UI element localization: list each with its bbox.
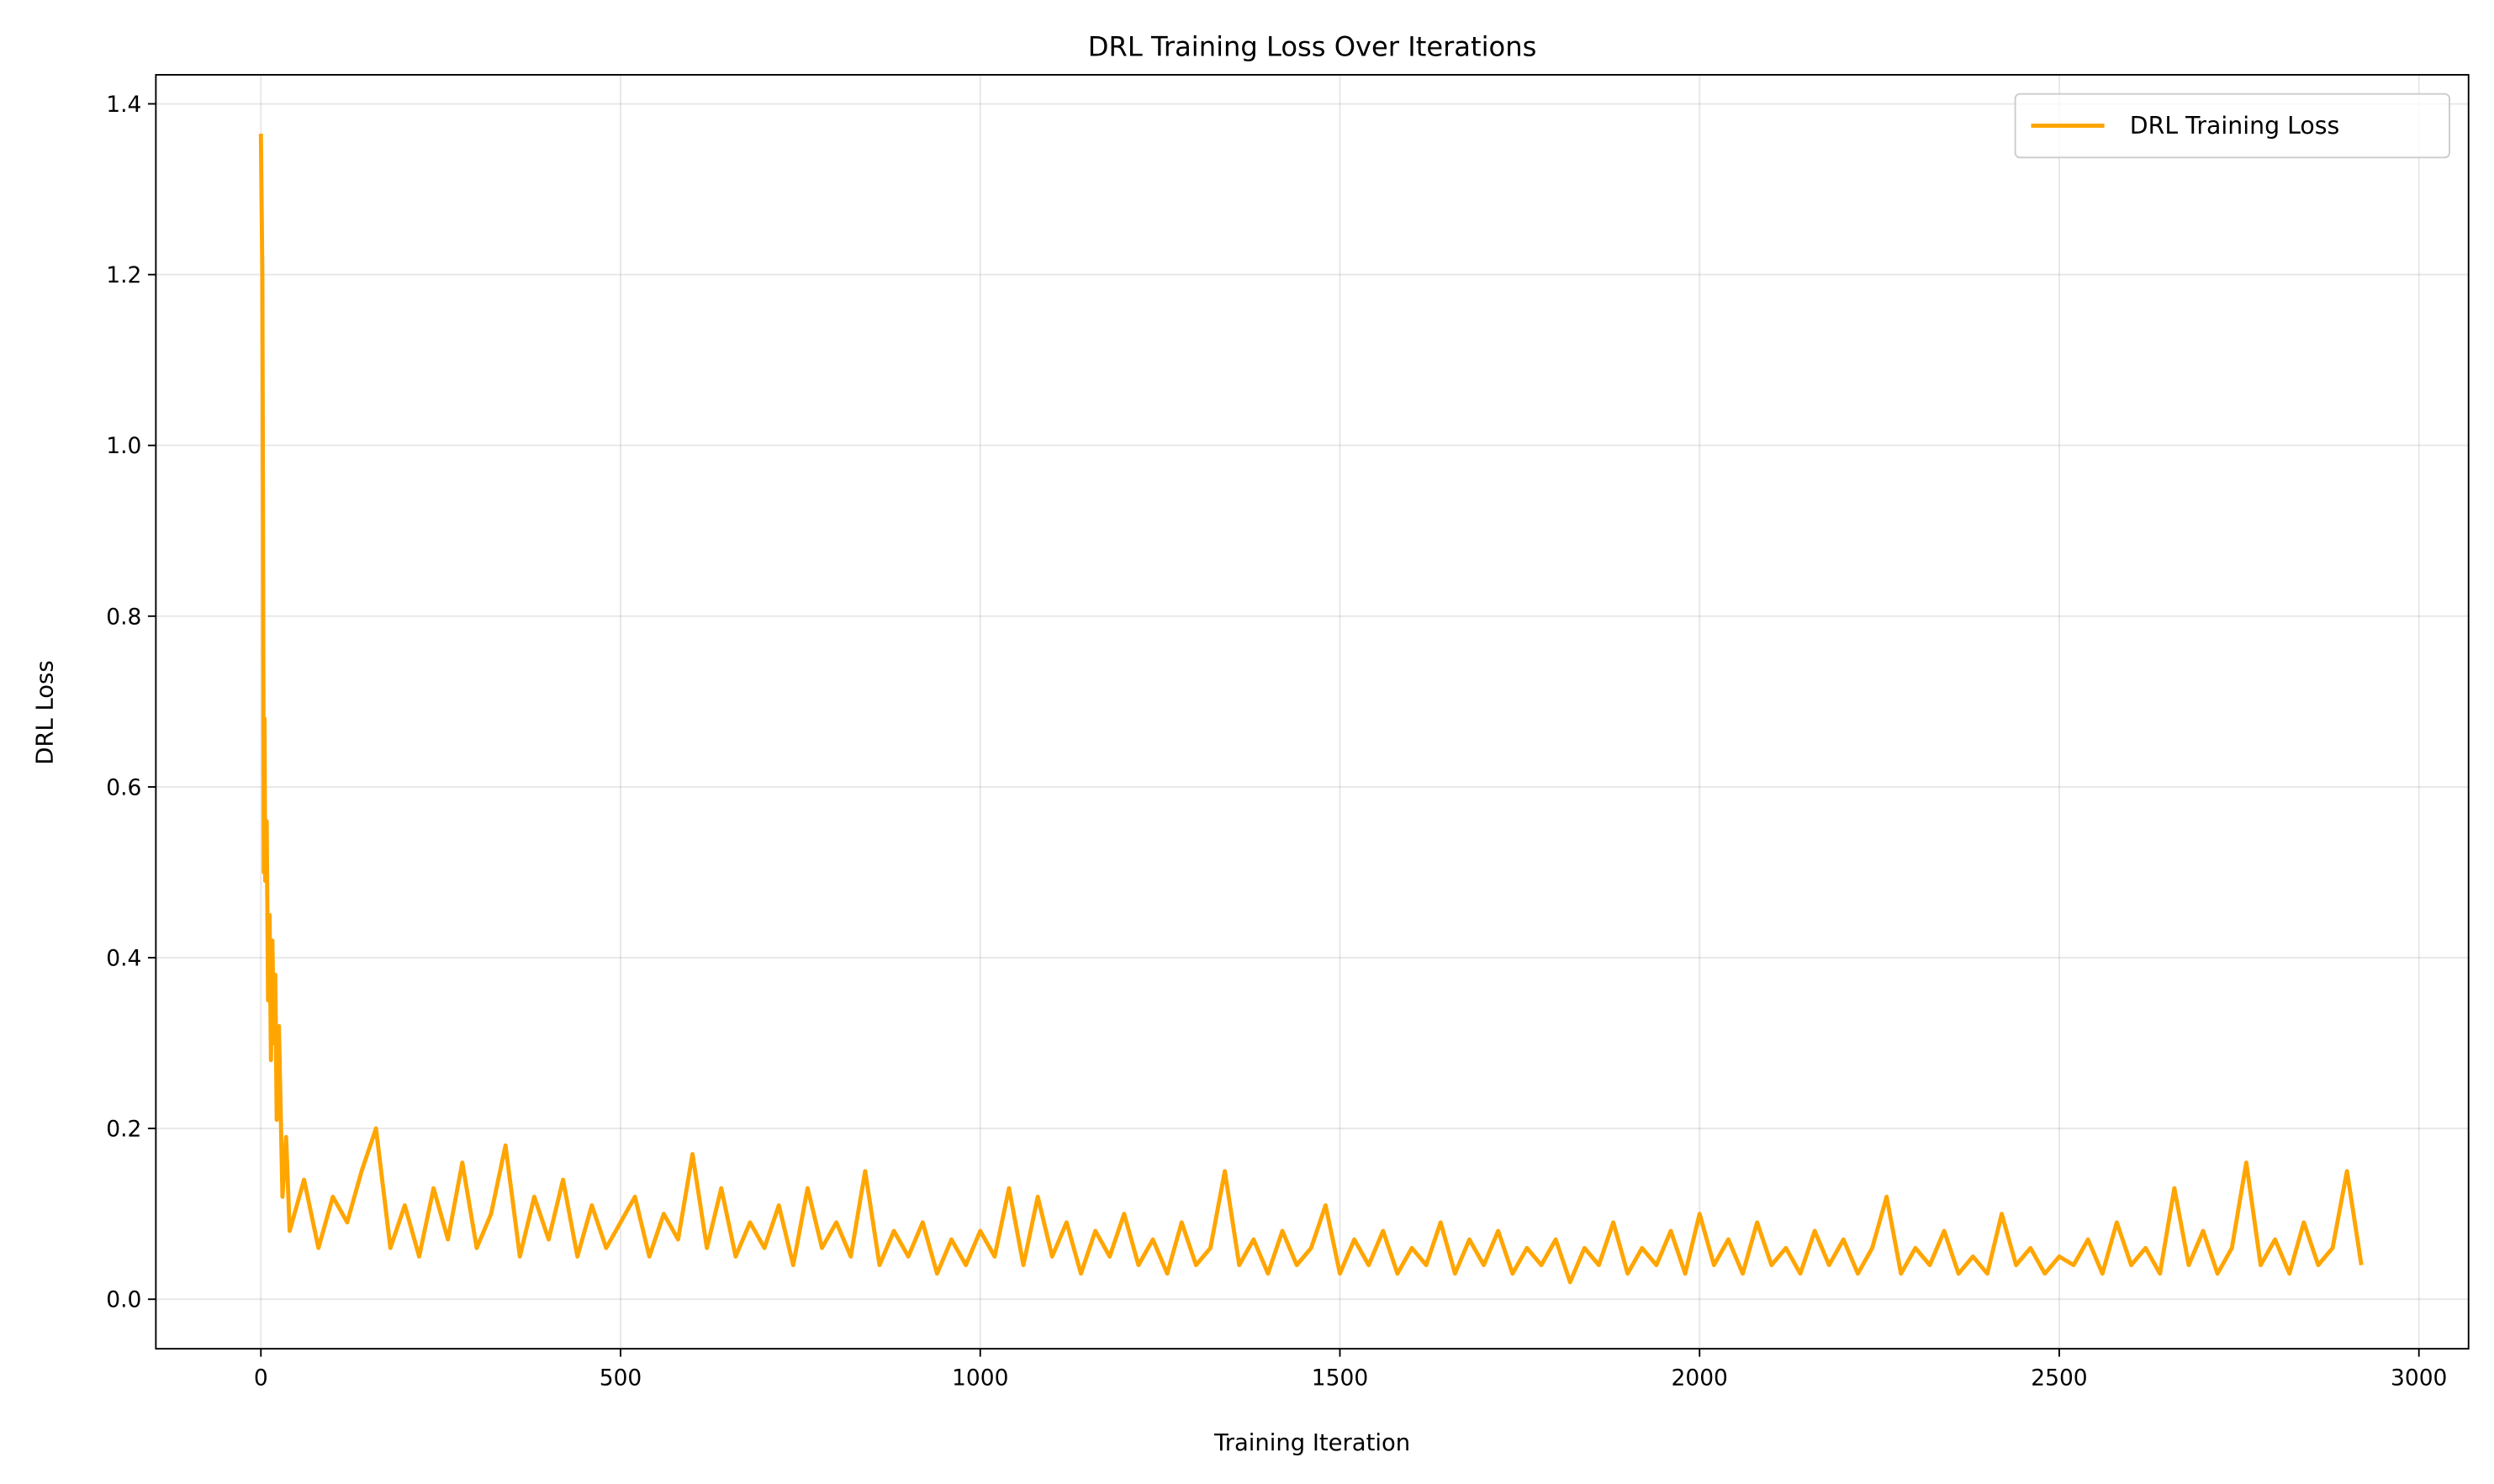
x-tick-label: 3000 <box>2391 1365 2447 1392</box>
x-axis-label: Training Iteration <box>1213 1430 1410 1456</box>
y-tick-label: 0.2 <box>106 1117 141 1143</box>
x-tick-label: 0 <box>254 1365 268 1392</box>
y-tick-label: 1.0 <box>106 433 141 459</box>
legend-box <box>2014 92 2450 159</box>
legend: DRL Training Loss <box>2014 92 2450 159</box>
data-line <box>258 134 2364 1285</box>
y-axis-label: DRL Loss <box>32 660 58 764</box>
y-tick-label: 1.2 <box>106 262 141 288</box>
plot-frame <box>155 74 2470 1350</box>
x-tick-label: 500 <box>600 1365 642 1392</box>
chart-title: DRL Training Loss Over Iterations <box>1088 30 1537 62</box>
y-tick-label: 0.4 <box>106 945 141 971</box>
x-tick-label: 1000 <box>952 1365 1008 1392</box>
y-tick-label: 0.0 <box>106 1287 141 1313</box>
x-tick-label: 1500 <box>1312 1365 1368 1392</box>
y-tick-label: 1.4 <box>106 92 141 118</box>
y-tick-label: 0.6 <box>106 774 141 800</box>
x-tick-label: 2000 <box>1672 1365 1728 1392</box>
y-tick-label: 0.8 <box>106 604 141 630</box>
legend-label: DRL Training Loss <box>2130 112 2339 140</box>
x-tick-label: 2500 <box>2031 1365 2087 1392</box>
